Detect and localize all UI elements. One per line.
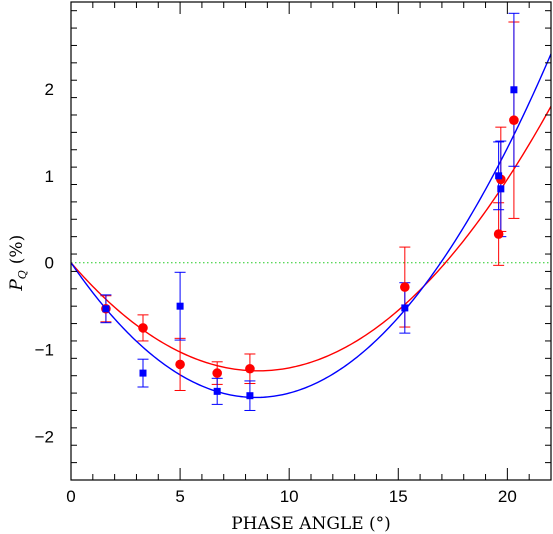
y-axis-label-sub: Q: [16, 270, 29, 279]
data-points-layer: [101, 86, 519, 400]
tick-labels-layer: 0 5 10 15 20 −2 −1 0 1 2: [35, 80, 517, 506]
data-point-circle: [400, 282, 410, 292]
data-point-square: [510, 86, 518, 94]
data-point-circle: [175, 359, 185, 370]
data-point-square: [213, 387, 221, 395]
data-point-square: [401, 304, 409, 312]
y-tick-label: 0: [45, 254, 54, 273]
x-tick-label: 5: [175, 487, 184, 506]
data-point-square: [176, 302, 184, 310]
axis-ticks-layer: [70, 2, 552, 481]
error-bars-layer: [100, 12, 520, 411]
x-tick-label: 0: [66, 487, 75, 506]
data-point-circle: [493, 229, 504, 239]
y-axis-label-unit: (%): [7, 235, 27, 264]
data-point-circle: [509, 115, 519, 125]
y-tick-label: −1: [35, 341, 54, 360]
data-point-circle: [138, 323, 148, 333]
plot-frame: [70, 1, 552, 481]
data-point-square: [139, 369, 147, 377]
x-axis-label: PHASE ANGLE (°): [231, 514, 391, 534]
data-point-circle: [245, 363, 255, 374]
y-axis-label: PQ (%): [7, 235, 29, 292]
blue-fit-curve: [71, 53, 551, 399]
fit-curves-layer: [71, 53, 551, 399]
data-point-circle: [212, 368, 222, 378]
data-point-square: [246, 392, 254, 400]
data-point-square: [495, 172, 503, 180]
data-point-square: [102, 305, 110, 313]
x-tick-label: 15: [389, 487, 408, 506]
data-point-square: [497, 185, 505, 193]
x-tick-label: 10: [280, 487, 299, 506]
y-axis-label-main: P: [7, 279, 27, 292]
y-tick-label: 1: [45, 167, 54, 186]
y-tick-label: −2: [35, 428, 54, 447]
y-tick-label: 2: [45, 80, 54, 99]
red-fit-curve: [71, 105, 551, 372]
x-tick-label: 20: [498, 487, 517, 506]
